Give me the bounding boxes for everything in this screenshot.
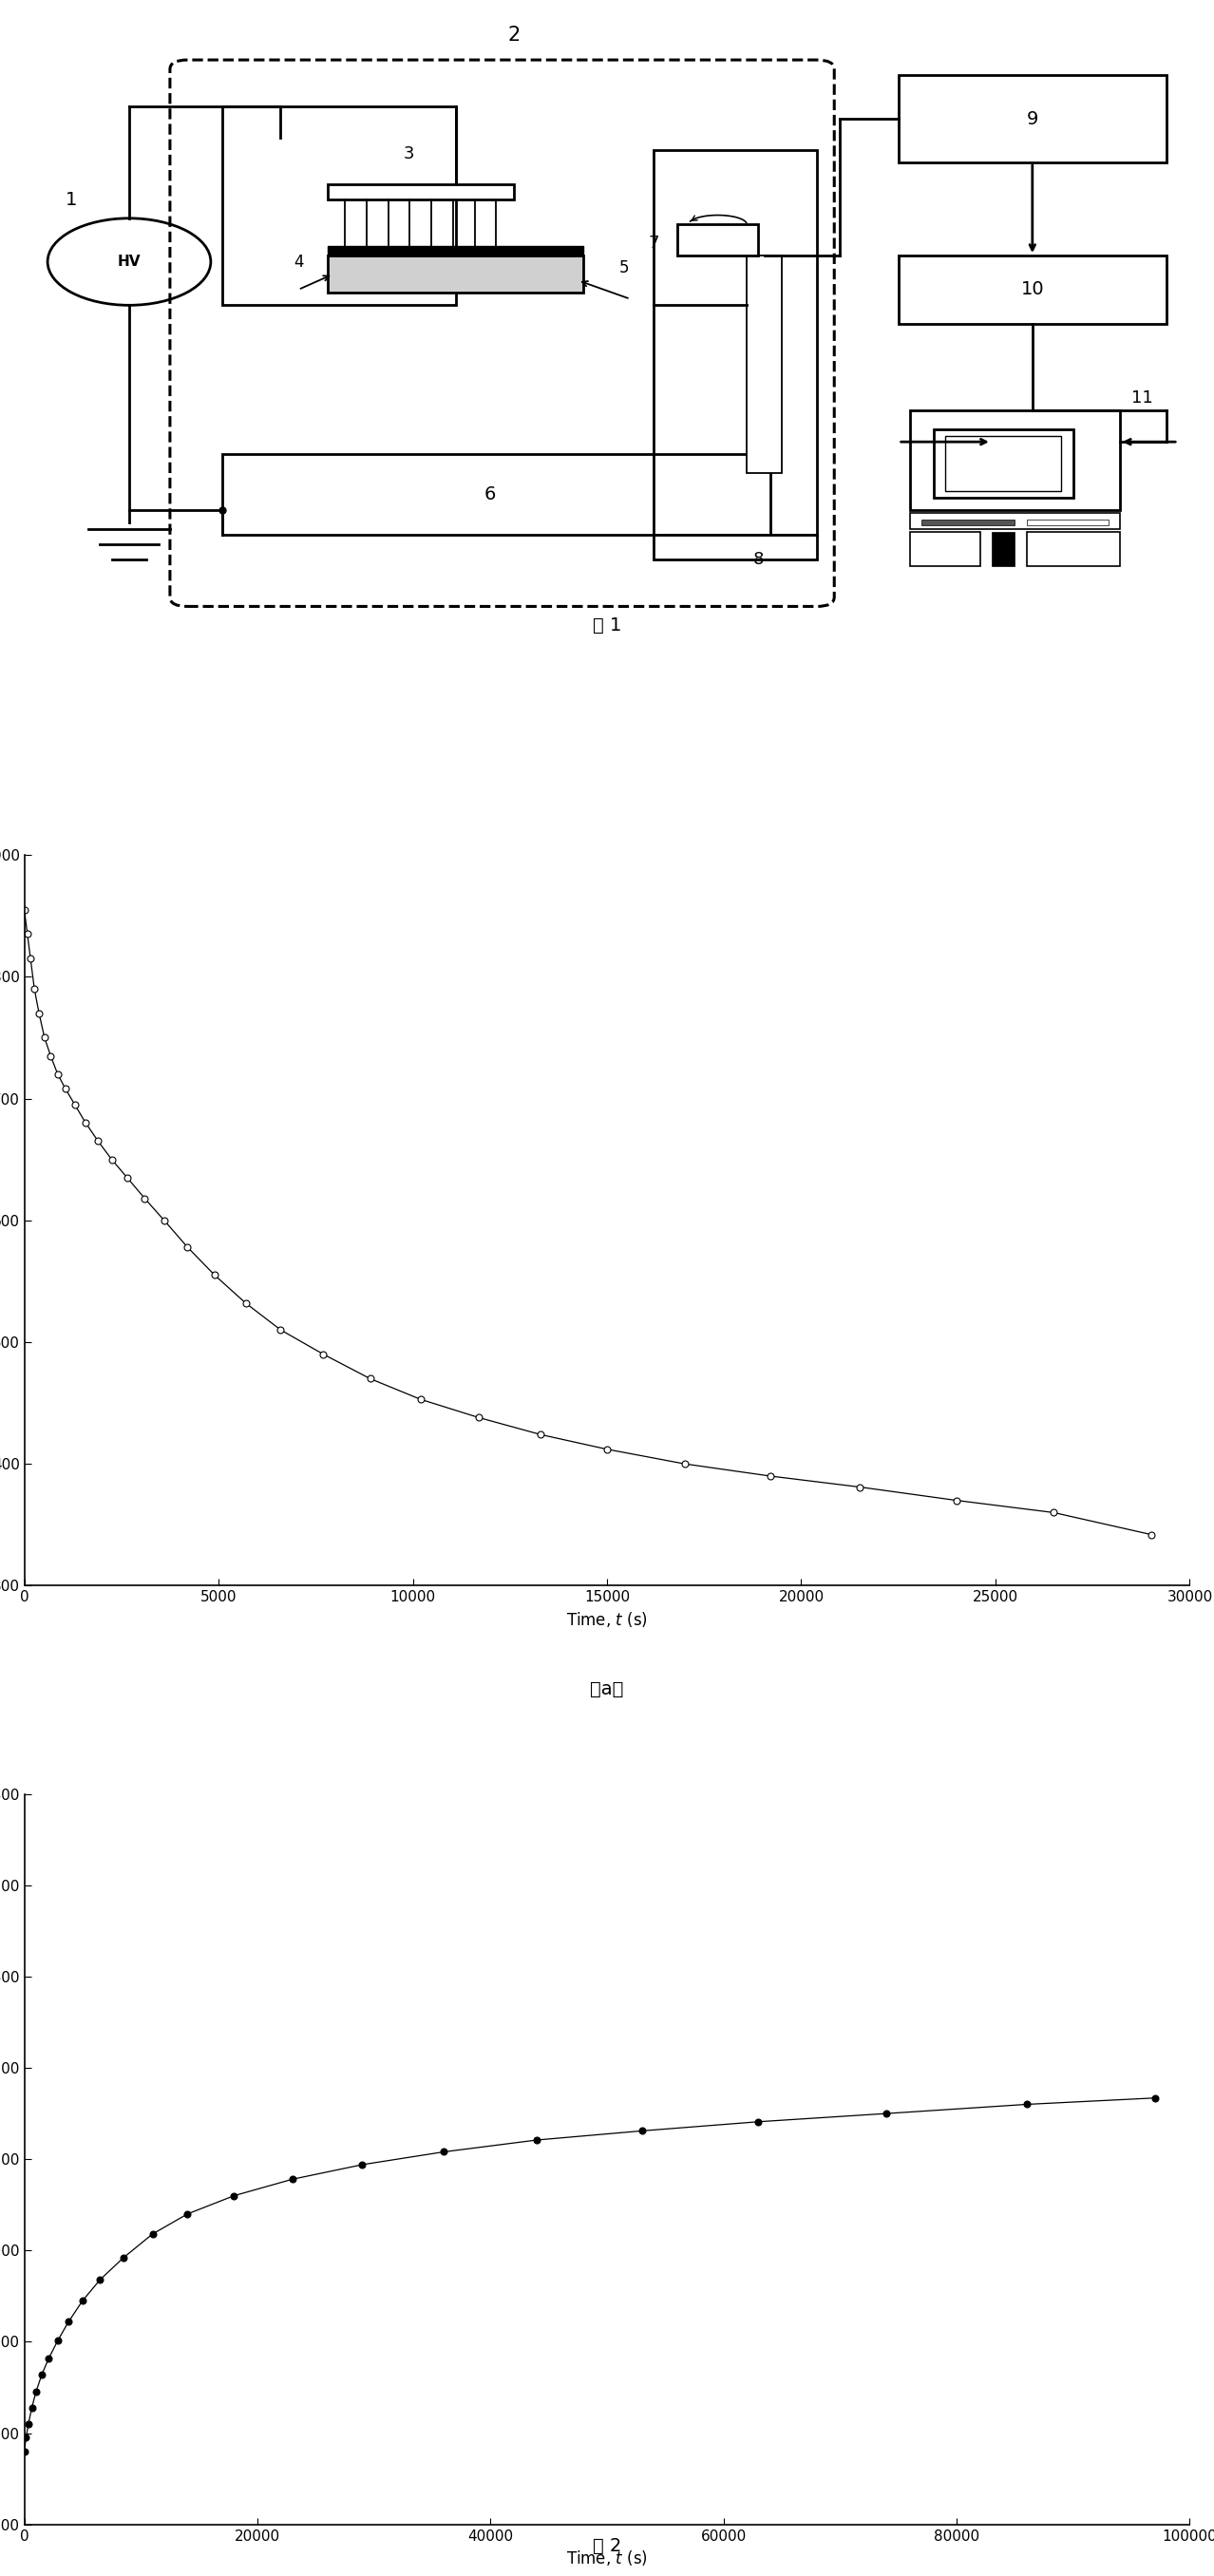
- Text: 4: 4: [294, 252, 304, 270]
- Bar: [910, 531, 980, 567]
- Text: 10: 10: [1021, 281, 1044, 299]
- Bar: [222, 453, 770, 536]
- Text: HV: HV: [118, 255, 141, 268]
- X-axis label: Time, $t$ (s): Time, $t$ (s): [566, 2548, 648, 2568]
- Bar: [328, 183, 514, 201]
- Text: 5: 5: [619, 260, 629, 276]
- Bar: [934, 430, 1073, 497]
- Bar: [653, 536, 817, 559]
- Bar: [898, 255, 1167, 325]
- Text: 9: 9: [1027, 111, 1038, 129]
- Text: 图 2: 图 2: [592, 2537, 622, 2555]
- Bar: [944, 435, 1061, 492]
- Text: 2: 2: [507, 26, 520, 44]
- Text: 8: 8: [753, 551, 764, 569]
- Bar: [1027, 531, 1119, 567]
- Bar: [328, 247, 584, 255]
- Bar: [921, 520, 1015, 526]
- Bar: [653, 149, 817, 536]
- Text: 3: 3: [403, 144, 414, 162]
- Text: 7: 7: [648, 234, 659, 252]
- Bar: [1027, 520, 1108, 526]
- Bar: [747, 255, 782, 474]
- Text: 图 1: 图 1: [592, 616, 622, 634]
- Bar: [677, 224, 759, 255]
- Text: （a）: （a）: [590, 1680, 624, 1698]
- Bar: [898, 75, 1167, 162]
- Bar: [992, 531, 1015, 567]
- X-axis label: Time, $t$ (s): Time, $t$ (s): [566, 1610, 648, 1628]
- Bar: [328, 255, 584, 294]
- Bar: [910, 513, 1119, 528]
- Text: 6: 6: [484, 487, 497, 505]
- Text: 11: 11: [1131, 389, 1153, 407]
- Bar: [910, 410, 1119, 510]
- Bar: [222, 106, 455, 304]
- Text: 1: 1: [66, 191, 76, 209]
